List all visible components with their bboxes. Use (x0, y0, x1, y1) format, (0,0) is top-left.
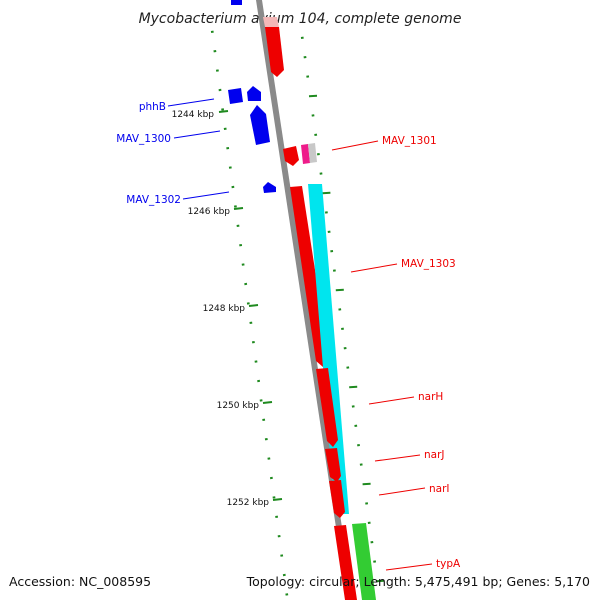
gene-label-MAV_1300[interactable]: MAV_1300 (116, 133, 171, 145)
gene-block (231, 0, 242, 5)
plus-strand-features (263, 17, 376, 600)
gene-callouts (167, 98, 433, 571)
callout-line (368, 396, 415, 405)
gene-arrow-narI (329, 480, 345, 518)
ruler-ticks (210, 30, 385, 596)
gene-block (263, 17, 279, 27)
gene-arrow-MAV_1303 (290, 186, 329, 367)
minus-strand-features (228, 0, 276, 193)
callout-line (385, 563, 433, 571)
gene-arrow (247, 86, 261, 101)
gene-arrow-MAV_1301 (283, 146, 299, 166)
accession-text: Accession: NC_008595 (9, 574, 151, 589)
gene-arrow-narH (316, 368, 338, 447)
gene-block (308, 143, 317, 163)
gene-label-narI[interactable]: narI (429, 483, 450, 495)
gene-arrow (265, 27, 284, 77)
major-tick (233, 207, 244, 210)
major-tick (248, 304, 259, 307)
genome-stats-text: Topology: circular; Length: 5,475,491 bp… (246, 574, 590, 589)
gene-labels: phhB MAV_1300 MAV_1301 MAV_1302 MAV_1303… (116, 101, 461, 570)
callout-line (173, 130, 221, 139)
callout-line (374, 454, 421, 462)
gene-label-narH[interactable]: narH (418, 391, 443, 403)
kbp-label: 1244 kbp (172, 110, 215, 120)
gene-track-green (352, 523, 376, 600)
kbp-label: 1248 kbp (203, 304, 246, 314)
callout-line (167, 98, 215, 107)
gene-arrow-typA (334, 525, 357, 600)
gene-label-typA[interactable]: typA (436, 558, 461, 570)
major-tick (272, 498, 283, 501)
kbp-label: 1250 kbp (217, 401, 260, 411)
kbp-label: 1252 kbp (227, 498, 270, 508)
gene-arrow-narJ (325, 448, 341, 482)
feature-MAV_1303-track (308, 184, 349, 514)
genome-title: Mycobacterium avium 104, complete genome (139, 11, 462, 27)
gene-arrow-MAV_1302 (263, 182, 276, 193)
callout-line (350, 263, 398, 273)
gene-block (301, 144, 310, 164)
gene-label-MAV_1301[interactable]: MAV_1301 (382, 135, 437, 147)
major-tick (262, 401, 273, 404)
ruler-labels: 1244 kbp 1246 kbp 1248 kbp 1250 kbp 1252… (172, 110, 283, 508)
gene-label-MAV_1303[interactable]: MAV_1303 (401, 258, 456, 270)
gene-label-narJ[interactable]: narJ (424, 449, 445, 461)
callout-line (378, 487, 426, 496)
gene-arrow-MAV_1300 (250, 105, 270, 145)
gene-label-phhB[interactable]: phhB (139, 101, 166, 113)
kbp-label: 1246 kbp (188, 207, 231, 217)
gene-block-phhB (228, 88, 243, 104)
callout-line (331, 140, 379, 151)
callout-line (182, 191, 230, 200)
major-tick (218, 110, 229, 113)
gene-label-MAV_1302[interactable]: MAV_1302 (126, 194, 181, 206)
